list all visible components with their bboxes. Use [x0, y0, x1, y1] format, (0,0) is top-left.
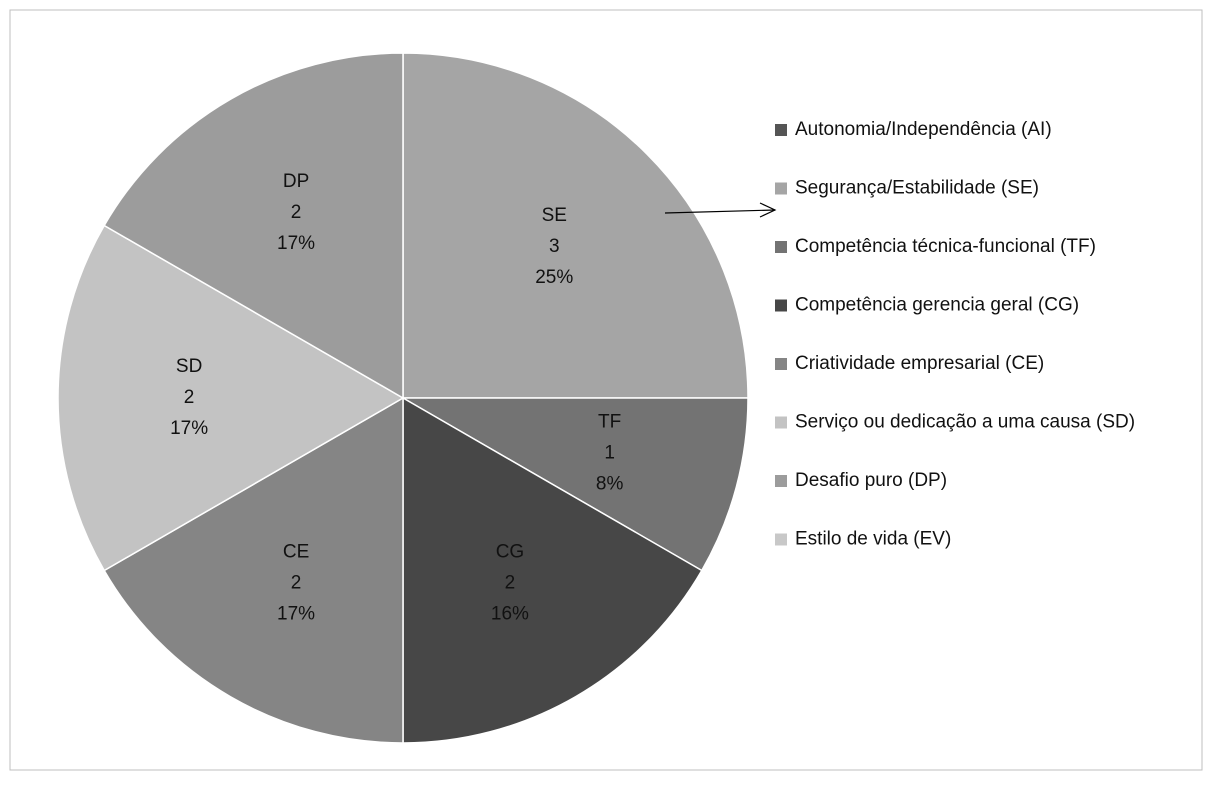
legend-label: Autonomia/Independência (AI) — [795, 119, 1052, 140]
legend-label: Serviço ou dedicação a uma causa (SD) — [795, 412, 1135, 433]
pie-slice — [103, 52, 404, 400]
legend-swatch — [775, 416, 787, 429]
legend-label: Estilo de vida (EV) — [795, 529, 951, 550]
pie-slice — [103, 396, 404, 744]
legend-swatch — [775, 241, 787, 253]
slice-label: SD — [176, 356, 202, 377]
value-label: 2 — [291, 202, 302, 223]
slice-label: CE — [283, 541, 309, 562]
value-label: 3 — [549, 236, 560, 257]
legend-swatch — [775, 358, 787, 370]
pie-slice — [402, 396, 703, 744]
percent-label: 17% — [277, 603, 315, 624]
pie-slice — [402, 52, 749, 399]
legend-swatch — [775, 299, 787, 312]
value-label: 2 — [184, 387, 195, 408]
slice-label: SE — [542, 205, 567, 226]
percent-label: 16% — [491, 603, 529, 624]
slice-label: TF — [598, 411, 621, 432]
legend-label: Segurança/Estabilidade (SE) — [795, 178, 1039, 199]
legend-label: Desafio puro (DP) — [795, 470, 947, 491]
legend-swatch — [775, 182, 787, 195]
pie-slice — [400, 397, 749, 572]
value-label: 1 — [604, 442, 615, 463]
legend-label: Competência gerencia geral (CG) — [795, 295, 1079, 316]
percent-label: 17% — [170, 418, 208, 439]
legend-swatch — [775, 475, 787, 487]
legend-swatch — [775, 533, 787, 546]
legend-swatch — [775, 124, 787, 136]
percent-label: 8% — [596, 473, 624, 494]
legend-label: Criatividade empresarial (CE) — [795, 353, 1044, 374]
value-label: 2 — [505, 572, 516, 593]
slice-label: CG — [496, 541, 525, 562]
percent-label: 25% — [535, 267, 573, 288]
slice-label: DP — [283, 171, 309, 192]
value-label: 2 — [291, 572, 302, 593]
pie-slice — [57, 224, 405, 572]
annotation-arrow — [664, 202, 777, 218]
percent-label: 17% — [277, 233, 315, 254]
legend-label: Competência técnica-funcional (TF) — [795, 236, 1096, 257]
